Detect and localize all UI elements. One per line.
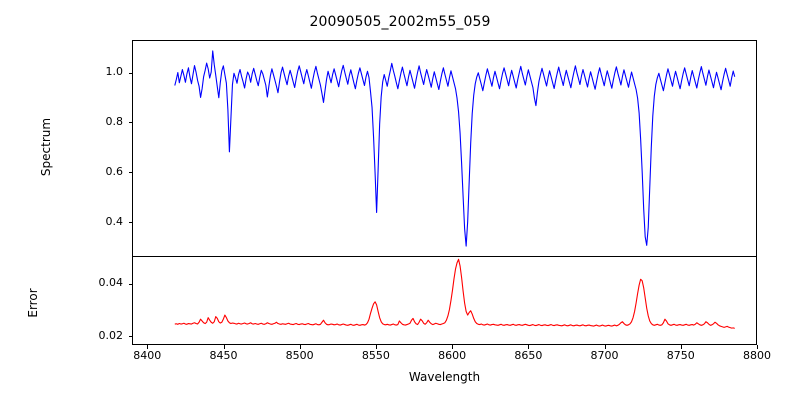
spectrum-panel [132, 40, 757, 256]
spectrum-trace [133, 41, 756, 256]
spectrum-ytick-mark [128, 222, 132, 224]
wavelength-tick-label: 8500 [285, 349, 314, 362]
wavelength-tick-label: 8450 [209, 349, 238, 362]
wavelength-tick-mark [452, 345, 454, 349]
page-title: 20090505_2002m55_059 [309, 14, 491, 30]
error-ytick-label: 0.02 [98, 328, 124, 342]
wavelength-tick-label: 8550 [361, 349, 390, 362]
wavelength-tick-label: 8650 [514, 349, 543, 362]
wavelength-tick-label: 8700 [590, 349, 619, 362]
error-ytick-mark [128, 335, 132, 337]
wavelength-tick-mark [757, 345, 758, 349]
wavelength-tick-label: 8400 [133, 349, 162, 362]
wavelength-tick-label: 8800 [743, 349, 771, 362]
spectrum-ytick-mark [128, 172, 132, 174]
spectrum-ytick-label: 0.4 [105, 215, 124, 229]
error-axis-label: Error [26, 288, 40, 318]
wavelength-axis-label: Wavelength [408, 370, 481, 384]
error-panel [132, 256, 757, 345]
error-ytick-mark [128, 283, 132, 285]
error-ytick-label: 0.04 [98, 276, 124, 290]
wavelength-tick-mark [528, 345, 530, 349]
spectrum-ytick-mark [128, 122, 132, 124]
wavelength-tick-mark [299, 345, 301, 349]
wavelength-tick-label: 8600 [438, 349, 467, 362]
wavelength-tick-mark [147, 345, 149, 349]
spectrum-ytick-mark [128, 72, 132, 74]
wavelength-tick-mark [604, 345, 606, 349]
spectrum-ytick-label: 0.6 [105, 165, 124, 179]
error-trace [133, 257, 756, 344]
wavelength-tick-mark [375, 345, 377, 349]
spectrum-axis-label: Spectrum [39, 117, 53, 177]
wavelength-tick-mark [223, 345, 225, 349]
wavelength-tick-mark [680, 345, 682, 349]
spectrum-ytick-label: 0.8 [105, 115, 124, 129]
wavelength-tick-label: 8750 [666, 349, 695, 362]
spectrum-ytick-label: 1.0 [105, 65, 124, 79]
